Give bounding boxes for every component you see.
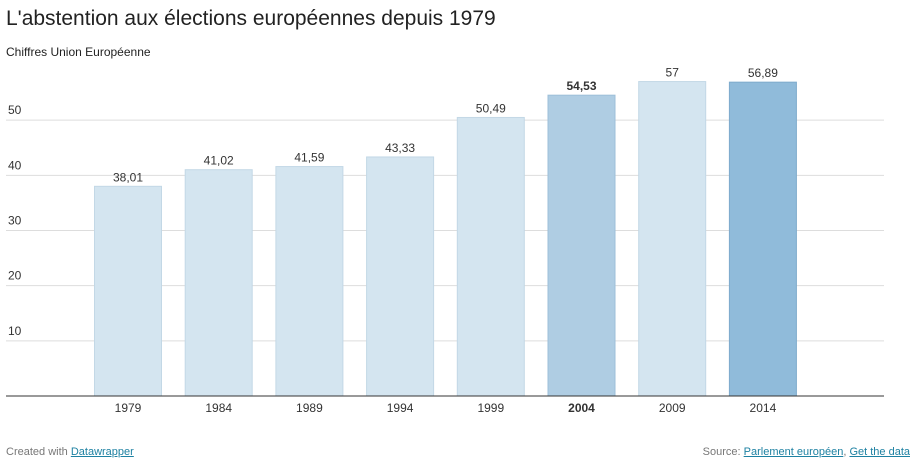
- created-with-text: Created with: [6, 446, 68, 458]
- y-tick-label-10: 10: [8, 324, 22, 338]
- x-tick-label-2009: 2009: [659, 401, 686, 415]
- bar-1979: [94, 185, 162, 397]
- bars: [94, 81, 797, 397]
- get-the-data-link[interactable]: Get the data: [849, 446, 910, 458]
- x-tick-label-2014: 2014: [750, 401, 777, 415]
- datawrapper-link[interactable]: Datawrapper: [70, 446, 134, 458]
- x-tick-label-2004: 2004: [568, 401, 595, 415]
- chart-title: L'abstention aux élections européennes d…: [6, 7, 496, 30]
- value-label-1984: 41,02: [204, 154, 234, 168]
- bar-1989: [275, 166, 344, 397]
- source-prefix: Source:: [702, 446, 741, 458]
- y-axis-ticks: 10 20 30 40 50: [8, 103, 22, 338]
- x-tick-label-1989: 1989: [296, 401, 323, 415]
- bar-1984: [184, 169, 253, 397]
- y-tick-label-20: 20: [8, 269, 22, 283]
- x-tick-label-1994: 1994: [387, 401, 414, 415]
- bar-2009: [638, 81, 707, 397]
- x-axis-ticks: 1979 1984 1989 1994 1999 2004 2009 2014: [115, 401, 777, 415]
- source-link[interactable]: Parlement européen: [743, 446, 844, 458]
- bar-2014: [728, 81, 797, 397]
- chart-subtitle: Chiffres Union Européenne: [6, 45, 151, 59]
- x-tick-label-1999: 1999: [477, 401, 504, 415]
- value-label-2004: 54,53: [566, 79, 596, 93]
- y-tick-label-30: 30: [8, 214, 22, 228]
- bar-1999: [456, 116, 525, 397]
- bar-chart: 10 20 30 40 50 38,01 41,02 41,59 43,33 50,49 54,5…: [6, 66, 884, 415]
- x-tick-label-1984: 1984: [205, 401, 232, 415]
- value-labels: 38,01 41,02 41,59 43,33 50,49 54,53 57 56,89: [113, 66, 778, 185]
- value-label-1999: 50,49: [476, 101, 506, 115]
- y-tick-label-40: 40: [8, 158, 22, 172]
- value-label-2009: 57: [666, 66, 680, 80]
- value-label-2014: 56,89: [748, 66, 778, 80]
- y-tick-label-50: 50: [8, 103, 22, 117]
- footer-source: Source: Parlement européen, Get the data: [703, 446, 910, 458]
- source-separator: ,: [843, 446, 847, 458]
- value-label-1989: 41,59: [294, 151, 324, 165]
- value-label-1994: 43,33: [385, 141, 415, 155]
- value-label-1979: 38,01: [113, 170, 143, 184]
- footer-credit: Created with Datawrapper: [6, 446, 134, 458]
- bar-2004: [547, 94, 616, 397]
- bar-1994: [366, 156, 435, 397]
- x-tick-label-1979: 1979: [115, 401, 142, 415]
